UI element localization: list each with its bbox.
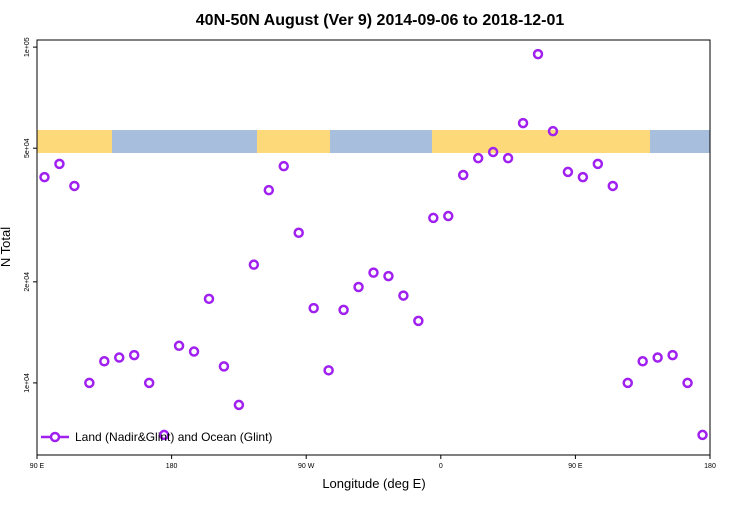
x-tick-label: 90 E (568, 463, 583, 470)
point (443, 210, 454, 222)
point (278, 160, 290, 172)
y-tick-label: 1e+05 (24, 37, 31, 57)
point (428, 212, 439, 224)
point (84, 377, 95, 389)
point (263, 184, 275, 196)
x-tick-label: 0 (439, 463, 443, 470)
point (697, 429, 708, 441)
point (143, 377, 155, 389)
point (203, 293, 215, 305)
y-axis-label: N Total (0, 227, 13, 267)
x-tick-label: 90 E (30, 463, 45, 470)
point (472, 152, 484, 164)
point (114, 352, 125, 363)
legend-label: Land (Nadir&Glint) and Ocean (Glint) (75, 430, 272, 444)
point (69, 180, 80, 192)
point (188, 346, 200, 357)
x-tick-label: 180 (704, 463, 716, 470)
point (577, 171, 589, 183)
point (338, 304, 349, 316)
point (413, 315, 424, 327)
plot-frame (36, 39, 711, 456)
point (353, 281, 364, 293)
x-tick-label: 90 W (298, 463, 315, 470)
point (652, 352, 663, 363)
y-tick-label: 1e+04 (24, 373, 31, 393)
point (173, 340, 185, 352)
point (233, 399, 245, 411)
ocean (112, 130, 257, 153)
point (398, 290, 409, 301)
legend-marker (49, 431, 61, 443)
point (607, 180, 619, 192)
point (592, 158, 604, 170)
point (293, 227, 304, 239)
point (158, 429, 170, 441)
point (667, 349, 678, 361)
point (637, 356, 648, 367)
point (517, 117, 529, 129)
chart-title: 40N-50N August (Ver 9) 2014-09-06 to 201… (196, 12, 565, 29)
point (532, 48, 544, 60)
point (547, 125, 559, 137)
point (248, 259, 260, 270)
point (99, 356, 110, 367)
x-axis-label: Longitude (deg E) (322, 476, 425, 491)
ocean (330, 130, 432, 153)
point (368, 267, 379, 278)
point (128, 349, 140, 361)
point (622, 377, 633, 389)
point (383, 270, 394, 282)
point (54, 158, 65, 170)
point (682, 377, 693, 389)
ocean (650, 130, 710, 153)
y-tick-label: 2e+04 (24, 272, 31, 292)
point (218, 361, 230, 372)
point (308, 302, 319, 314)
point (487, 146, 499, 158)
point (457, 169, 469, 181)
map-strip (37, 130, 710, 153)
x-tick-label: 180 (166, 463, 178, 470)
point (39, 171, 50, 183)
point (562, 166, 574, 178)
point (502, 152, 514, 164)
point (323, 365, 334, 376)
y-tick-label: 5e+04 (24, 138, 31, 158)
